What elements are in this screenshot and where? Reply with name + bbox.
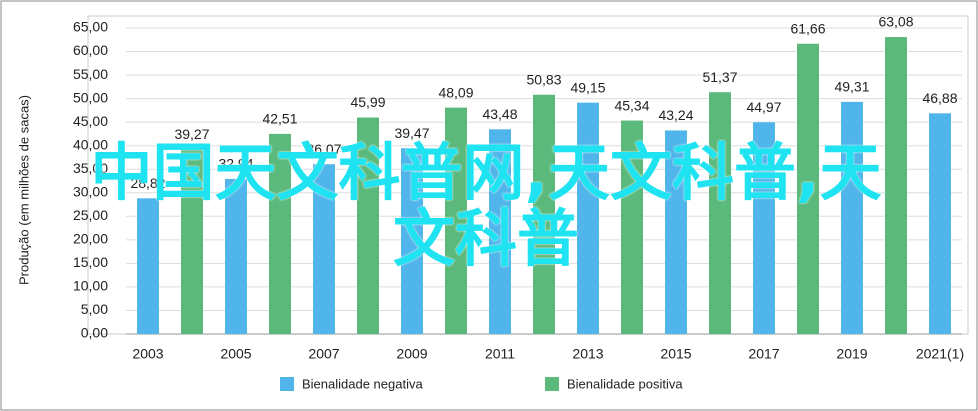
bar (181, 149, 203, 334)
data-label: 39,27 (174, 126, 209, 142)
data-label: 36,07 (306, 141, 341, 157)
y-tick-label: 65,00 (73, 19, 108, 35)
data-label: 63,08 (878, 14, 913, 30)
bar (709, 92, 731, 334)
bar (621, 120, 643, 335)
y-tick-label: 15,00 (73, 254, 108, 270)
bar (313, 164, 335, 334)
y-axis-label: Produção (em milhões de sacas) (16, 95, 31, 285)
data-label: 43,48 (482, 106, 517, 122)
x-tick-label: 2011 (485, 346, 515, 362)
legend-label: Bienalidade positiva (567, 376, 683, 391)
data-label: 42,51 (262, 111, 297, 127)
data-label: 50,83 (526, 71, 561, 87)
y-tick-label: 25,00 (73, 207, 108, 223)
x-tick-label: 2015 (660, 346, 691, 362)
y-tick-label: 50,00 (73, 89, 108, 105)
legend-swatch (545, 377, 559, 391)
legend-swatch (280, 377, 294, 391)
bar (225, 178, 247, 334)
data-label: 51,37 (702, 69, 737, 85)
x-tick-label: 2003 (132, 346, 163, 362)
x-tick-label: 2013 (572, 346, 603, 362)
y-tick-label: 30,00 (73, 183, 108, 199)
y-tick-label: 5,00 (81, 301, 108, 317)
y-tick-label: 55,00 (73, 66, 108, 82)
y-tick-label: 20,00 (73, 231, 108, 247)
data-label: 61,66 (790, 20, 825, 36)
bar (577, 102, 599, 335)
bar (401, 148, 423, 334)
legend-label: Bienalidade negativa (302, 376, 423, 391)
bar (885, 37, 907, 335)
x-tick-label: 2009 (396, 346, 427, 362)
data-label: 49,31 (834, 79, 869, 95)
data-label: 48,09 (438, 84, 473, 100)
data-label: 49,15 (570, 79, 605, 95)
y-tick-label: 10,00 (73, 278, 108, 294)
y-tick-label: 45,00 (73, 113, 108, 129)
y-tick-label: 35,00 (73, 160, 108, 176)
data-label: 45,34 (614, 97, 649, 113)
x-tick-label: 2005 (220, 346, 251, 362)
bar (533, 94, 555, 334)
bar (797, 43, 819, 334)
bar (929, 113, 951, 335)
x-tick-label: 2019 (836, 346, 867, 362)
bar (269, 133, 291, 334)
x-tick-label: 2007 (308, 346, 339, 362)
x-tick-label: 2021(1) (916, 346, 964, 362)
data-label: 43,24 (658, 107, 693, 123)
bar (357, 117, 379, 335)
y-tick-label: 60,00 (73, 42, 108, 58)
y-tick-label: 40,00 (73, 136, 108, 152)
bar (445, 107, 467, 334)
bar (841, 101, 863, 334)
data-label: 39,47 (394, 125, 429, 141)
data-label: 32,94 (218, 156, 253, 172)
data-label: 46,88 (922, 90, 957, 106)
x-tick-label: 2017 (748, 346, 779, 362)
watermark: 中国天文科普网,天文科普,天文科普 (90, 136, 882, 275)
bar (137, 198, 159, 334)
data-label: 44,97 (746, 99, 781, 115)
y-tick-label: 0,00 (81, 325, 108, 341)
bar (665, 130, 687, 334)
data-label: 28,82 (130, 175, 165, 191)
bar (489, 129, 511, 334)
bar (753, 122, 775, 334)
data-label: 45,99 (350, 94, 385, 110)
